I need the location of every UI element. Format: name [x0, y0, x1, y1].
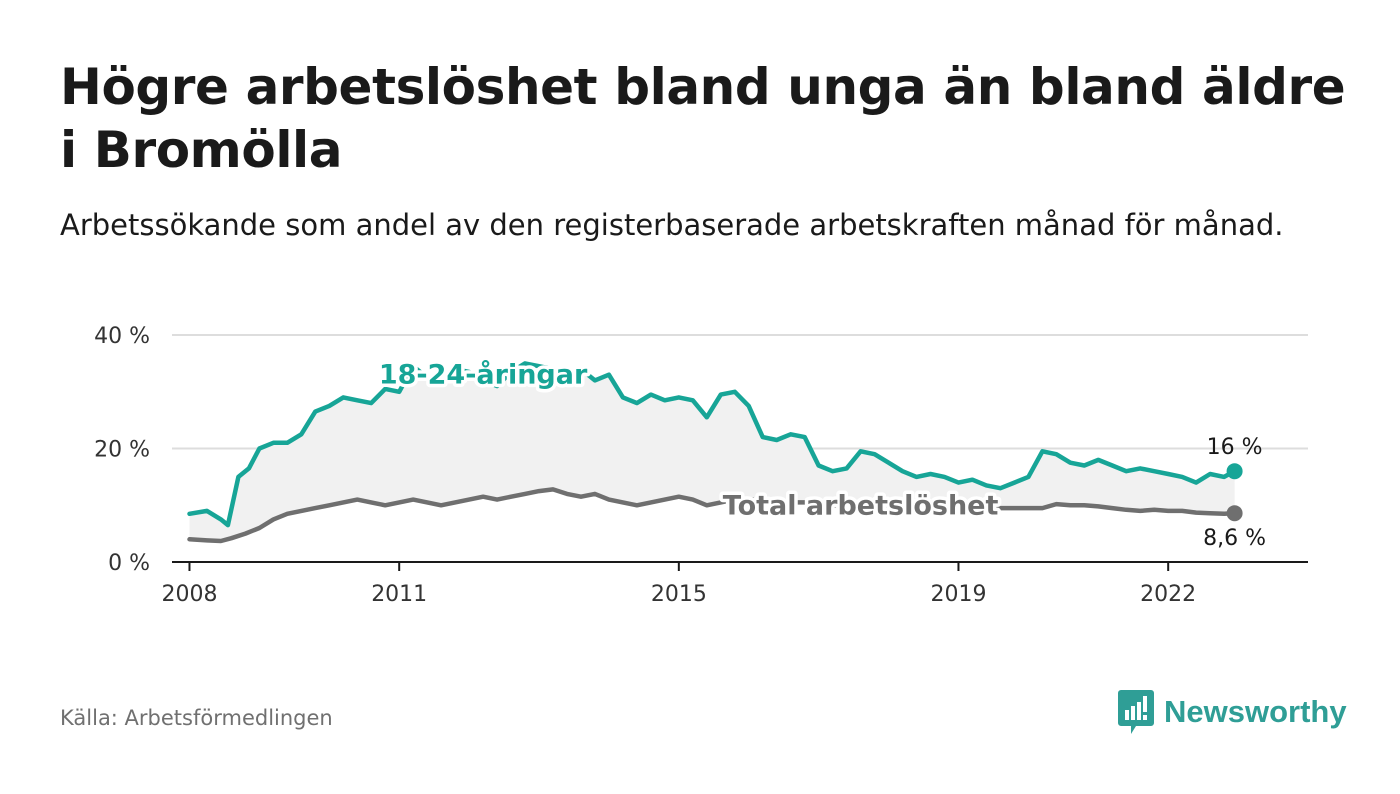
gap-area: [189, 363, 1235, 541]
series-line-youth: [187, 361, 1237, 528]
y-tick-label: 0 %: [108, 551, 150, 576]
y-tick-label: 40 %: [94, 324, 150, 349]
end-point-total: [1226, 505, 1243, 522]
series-label-youth: 18-24-åringar: [379, 359, 588, 391]
x-tick-label: 2008: [161, 582, 217, 607]
series-line-total: [187, 487, 1237, 544]
y-axis-ticks: 0 % 20 % 40 %: [94, 324, 150, 576]
x-tick-label: 2015: [651, 582, 707, 607]
end-label-youth: 16 %: [1207, 435, 1263, 460]
logo-text: Newsworthy: [1164, 694, 1347, 729]
chart-title: Högre arbetslöshet bland unga än bland ä…: [60, 58, 1346, 179]
series-label-total: Total arbetslöshet: [723, 490, 999, 521]
x-tick-label: 2011: [371, 582, 427, 607]
chart-subtitle: Arbetssökande som andel av den registerb…: [60, 208, 1284, 242]
x-tick-label: 2019: [930, 582, 986, 607]
end-label-total: 8,6 %: [1203, 526, 1266, 551]
end-point-youth: [1226, 463, 1243, 480]
x-axis-ticks: 2008 2011 2015 2019 2022: [161, 562, 1196, 607]
source-note: Källa: Arbetsförmedlingen: [60, 706, 333, 730]
x-tick-label: 2022: [1140, 582, 1196, 607]
y-tick-label: 20 %: [94, 438, 150, 463]
bar-chart-speech-bubble-icon: [1118, 690, 1154, 734]
newsworthy-logo[interactable]: Newsworthy: [1118, 690, 1347, 734]
